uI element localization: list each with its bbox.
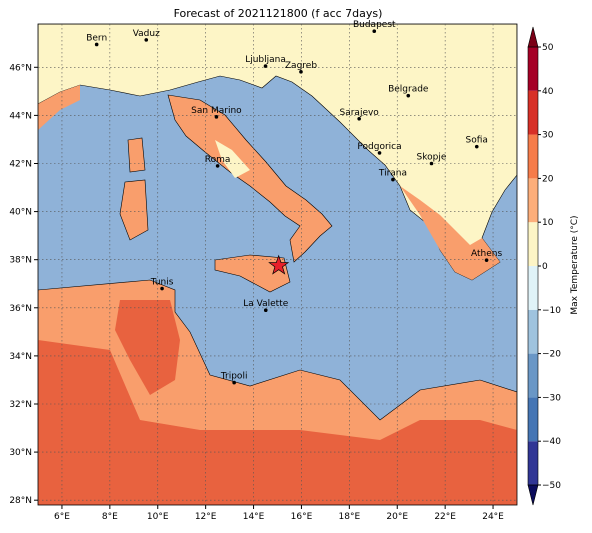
- city-dot: [299, 70, 303, 74]
- colorbar-label: Max Temperature (°C): [570, 215, 580, 314]
- city-dot: [357, 116, 361, 121]
- city-label: Bern: [86, 33, 107, 43]
- colorbar-tick-label: 40: [542, 87, 554, 97]
- colorbar-tick-label: −50: [542, 481, 561, 491]
- land-greece-coast: [400, 186, 500, 280]
- city-dot: [263, 308, 268, 312]
- city-dot: [263, 64, 268, 68]
- x-tick-label: 16°E: [291, 512, 313, 522]
- colorbar-tick-label: 0: [542, 262, 548, 272]
- city-label: Belgrade: [388, 85, 429, 95]
- y-tick-label: 44°N: [9, 111, 32, 121]
- land-sardinia: [119, 179, 149, 241]
- land-italy: [167, 94, 333, 263]
- y-tick-label: 30°N: [9, 448, 32, 458]
- y-tick-label: 28°N: [9, 496, 32, 506]
- city-label: Tunis: [150, 278, 174, 288]
- colorbar-tick-label: −30: [542, 393, 561, 403]
- city-dot: [94, 42, 99, 47]
- y-tick-label: 42°N: [9, 159, 32, 169]
- colorbar-tick-label: −40: [542, 437, 561, 447]
- x-tick-label: 14°E: [243, 512, 265, 522]
- colorbar-bin: [528, 309, 538, 354]
- city-label: Sarajevo: [340, 108, 380, 118]
- city-dot: [406, 93, 411, 98]
- city-dot: [144, 38, 149, 42]
- colorbar-bin: [528, 90, 538, 135]
- colorbar-tick-label: 10: [542, 218, 554, 228]
- city-label: Athens: [471, 249, 502, 259]
- map-frame: [37, 23, 518, 506]
- city-label: Podgorica: [357, 142, 401, 152]
- city-label: Sofia: [466, 136, 488, 146]
- city-dot: [372, 29, 377, 34]
- colorbar-tick-label: 20: [542, 174, 554, 184]
- colorbar-bin: [528, 441, 538, 485]
- city-label: La Valette: [243, 299, 288, 309]
- land-france-coast: [38, 85, 80, 130]
- city-dot: [484, 258, 489, 262]
- colorbar-extend: [527, 26, 539, 48]
- y-tick-label: 36°N: [9, 304, 32, 314]
- city-label: Vaduz: [133, 29, 160, 39]
- colorbar-tick-label: 50: [542, 43, 554, 53]
- land-italy-hills: [215, 140, 250, 178]
- x-tick-label: 20°E: [386, 512, 408, 522]
- chart-title: Forecast of 2021121800 (f acc 7days): [174, 7, 383, 20]
- city-dot: [429, 161, 434, 166]
- colorbar-bin: [528, 47, 538, 91]
- y-tick-label: 46°N: [9, 63, 32, 73]
- city-label: Zagreb: [285, 61, 317, 71]
- x-tick-label: 8°E: [102, 512, 118, 522]
- city-dot: [232, 380, 236, 385]
- x-tick-label: 18°E: [339, 512, 361, 522]
- city-label: Roma: [205, 155, 231, 165]
- city-label: Tirana: [378, 169, 407, 179]
- x-tick-label: 6°E: [54, 512, 70, 522]
- city-dot: [377, 151, 382, 155]
- colorbar-extend: [527, 484, 539, 506]
- x-tick-label: 24°E: [482, 512, 504, 522]
- city-dot: [160, 286, 164, 291]
- city-dot: [391, 177, 395, 182]
- city-label: Ljubljana: [245, 55, 286, 65]
- x-tick-label: 22°E: [434, 512, 456, 522]
- colorbar-bin: [528, 397, 538, 442]
- colorbar-bin: [528, 178, 538, 223]
- city-dot: [215, 164, 220, 168]
- land-corsica: [127, 137, 146, 173]
- colorbar-tick-label: −20: [542, 350, 561, 360]
- colorbar-bin: [528, 266, 538, 310]
- warm-region: [38, 340, 517, 505]
- colorbar-tick-label: −10: [542, 306, 561, 316]
- x-tick-label: 10°E: [147, 512, 169, 522]
- city-dot: [214, 115, 219, 119]
- colorbar-tick-label: 30: [542, 131, 554, 141]
- colorbar-bin: [528, 222, 538, 266]
- city-dot: [474, 144, 479, 149]
- city-label: San Marino: [191, 106, 242, 116]
- y-tick-label: 34°N: [9, 352, 32, 362]
- x-tick-label: 12°E: [195, 512, 217, 522]
- city-label: Budapest: [353, 20, 396, 30]
- city-label: Skopje: [417, 152, 447, 162]
- colorbar-bin: [528, 134, 538, 179]
- event-marker: [268, 254, 290, 275]
- warm-region: [115, 300, 180, 395]
- y-tick-label: 32°N: [9, 400, 32, 410]
- y-tick-label: 38°N: [9, 256, 32, 266]
- colorbar-bin: [528, 353, 538, 398]
- y-tick-label: 40°N: [9, 208, 32, 218]
- city-label: Tripoli: [220, 372, 248, 382]
